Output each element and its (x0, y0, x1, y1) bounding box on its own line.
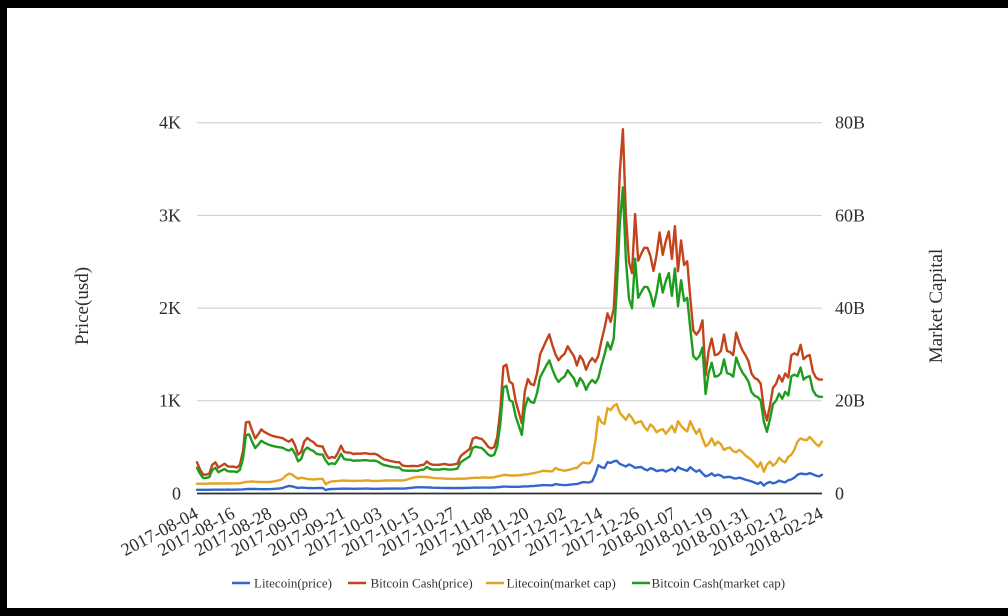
svg-text:0: 0 (835, 483, 844, 503)
svg-text:80B: 80B (835, 113, 865, 133)
svg-text:2K: 2K (159, 298, 181, 318)
svg-text:Litecoin(market cap): Litecoin(market cap) (507, 575, 616, 590)
svg-text:Bitcoin Cash(market cap): Bitcoin Cash(market cap) (652, 575, 786, 590)
svg-text:0: 0 (172, 483, 181, 503)
svg-text:Market Capital: Market Capital (926, 249, 947, 364)
svg-text:4K: 4K (159, 113, 181, 133)
svg-text:20B: 20B (835, 391, 865, 411)
svg-text:3K: 3K (159, 205, 181, 225)
svg-text:60B: 60B (835, 205, 865, 225)
svg-text:Bitcoin Cash(price): Bitcoin Cash(price) (371, 575, 473, 590)
svg-text:Litecoin(price): Litecoin(price) (254, 575, 332, 590)
svg-text:Price(usd): Price(usd) (72, 267, 93, 345)
svg-text:40B: 40B (835, 298, 865, 318)
svg-text:1K: 1K (159, 391, 181, 411)
